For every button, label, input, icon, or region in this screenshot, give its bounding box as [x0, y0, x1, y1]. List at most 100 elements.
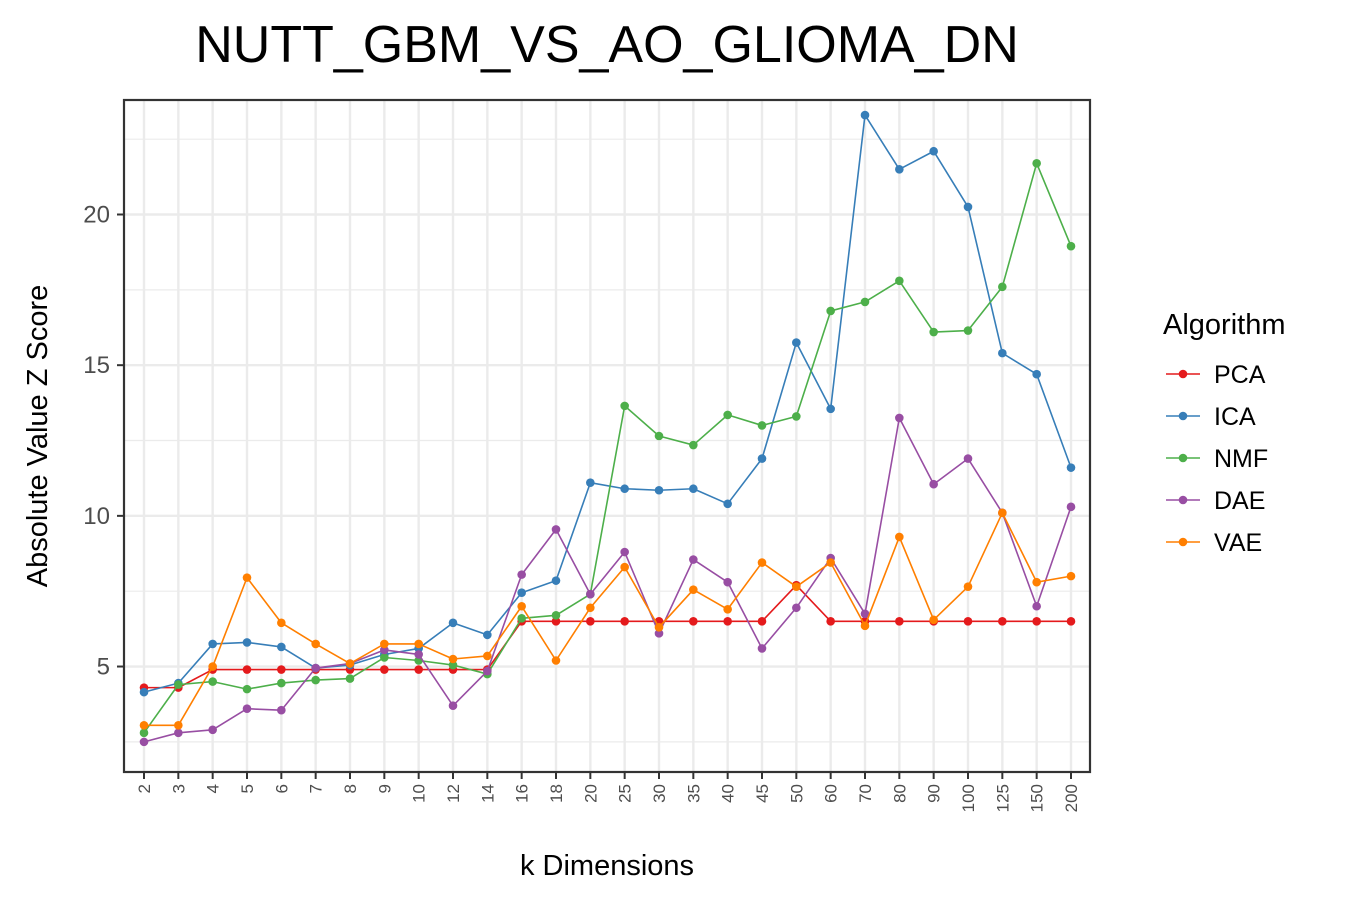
- data-point-dae: [654, 629, 664, 638]
- data-point-pca: [895, 617, 904, 626]
- data-point-dae: [586, 589, 595, 599]
- data-point-ica: [586, 478, 595, 488]
- data-point-dae: [139, 737, 149, 747]
- data-point-ica: [483, 630, 492, 640]
- series-line-nmf: [143, 162, 1072, 734]
- data-point-dae: [380, 645, 389, 655]
- data-point-nmf: [380, 653, 389, 662]
- data-point-pca: [277, 665, 286, 674]
- data-point-nmf: [551, 611, 561, 620]
- data-point-nmf: [860, 297, 870, 307]
- data-point-pca: [380, 665, 389, 674]
- legend-key-point: [1178, 369, 1188, 379]
- data-point-vae: [277, 618, 286, 628]
- data-point-dae: [208, 725, 217, 735]
- data-point-nmf: [242, 684, 252, 694]
- data-point-vae: [860, 621, 870, 631]
- y-tick-label: 15: [83, 352, 110, 379]
- data-point-nmf: [963, 326, 973, 335]
- data-point-ica: [1032, 369, 1041, 379]
- legend-item-pca: PCA: [1166, 361, 1266, 389]
- y-axis-title: Absolute Value Z Score: [22, 285, 54, 588]
- data-point-pca: [689, 617, 698, 626]
- x-tick-label: 10: [410, 784, 429, 803]
- data-point-ica: [757, 454, 767, 463]
- series-line-ica: [143, 114, 1072, 693]
- data-point-nmf: [277, 678, 286, 688]
- data-point-dae: [689, 555, 698, 564]
- data-point-dae: [311, 663, 320, 673]
- legend-label: ICA: [1214, 403, 1256, 431]
- data-point-vae: [620, 562, 629, 572]
- x-tick-label: 40: [719, 784, 738, 803]
- data-point-pca: [586, 617, 595, 626]
- data-point-ica: [895, 165, 904, 174]
- x-tick-label: 2: [135, 784, 154, 793]
- x-tick-label: 18: [547, 784, 566, 803]
- legend-label: DAE: [1214, 487, 1265, 515]
- data-point-nmf: [792, 412, 801, 421]
- data-point-nmf: [654, 431, 664, 441]
- legend-key-point: [1178, 411, 1188, 421]
- x-tick-label: 125: [993, 784, 1012, 812]
- y-tick-label: 20: [83, 202, 110, 229]
- x-tick-label: 4: [204, 784, 223, 793]
- x-tick-label: 16: [513, 784, 532, 803]
- data-point-ica: [277, 642, 286, 652]
- legend-item-vae: VAE: [1166, 529, 1262, 557]
- legend-key-point: [1178, 537, 1188, 547]
- data-point-vae: [345, 659, 355, 668]
- data-point-nmf: [826, 306, 835, 316]
- data-point-nmf: [448, 660, 458, 670]
- data-point-dae: [757, 644, 767, 653]
- legend-key-point: [1178, 453, 1188, 463]
- legend-key-point: [1178, 495, 1188, 505]
- data-point-vae: [1032, 577, 1041, 587]
- series-line-dae: [143, 417, 1072, 743]
- data-point-dae: [448, 701, 458, 711]
- data-point-vae: [963, 582, 973, 591]
- x-tick-label: 60: [822, 784, 841, 803]
- legend-item-dae: DAE: [1166, 487, 1265, 515]
- data-point-pca: [826, 617, 835, 626]
- legend-title: Algorithm: [1163, 309, 1286, 341]
- data-point-pca: [757, 617, 767, 626]
- y-tick-label: 10: [83, 503, 110, 530]
- data-point-pca: [963, 617, 973, 626]
- series-line-vae: [144, 512, 1072, 727]
- data-point-pca: [551, 617, 561, 626]
- data-point-vae: [586, 603, 595, 613]
- data-point-dae: [895, 413, 904, 423]
- data-point-vae: [517, 601, 526, 611]
- data-point-dae: [1032, 601, 1041, 611]
- data-point-pca: [242, 665, 252, 674]
- data-point-nmf: [311, 675, 320, 685]
- data-point-nmf: [517, 614, 526, 623]
- data-point-dae: [723, 577, 732, 587]
- data-point-ica: [1066, 463, 1076, 472]
- legend-item-ica: ICA: [1166, 403, 1256, 431]
- data-point-ica: [792, 338, 801, 347]
- data-point-vae: [414, 639, 423, 649]
- data-point-vae: [689, 585, 698, 594]
- x-tick-label: 150: [1028, 784, 1047, 812]
- data-point-vae: [757, 558, 767, 567]
- data-point-ica: [723, 499, 732, 509]
- data-point-vae: [139, 720, 149, 730]
- x-tick-label: 8: [341, 784, 360, 793]
- data-point-vae: [174, 720, 183, 730]
- x-tick-label: 20: [581, 784, 600, 803]
- legend-item-nmf: NMF: [1166, 445, 1268, 473]
- data-point-vae: [208, 662, 217, 671]
- data-point-vae: [654, 623, 664, 632]
- x-tick-label: 30: [650, 784, 669, 803]
- data-point-ica: [517, 588, 526, 597]
- data-point-vae: [551, 656, 561, 665]
- x-tick-label: 12: [444, 784, 463, 803]
- data-point-nmf: [757, 421, 767, 430]
- data-point-pca: [998, 617, 1007, 626]
- x-tick-label: 45: [753, 784, 772, 803]
- data-point-nmf: [1032, 158, 1041, 168]
- data-point-pca: [1032, 617, 1041, 626]
- x-tick-label: 80: [890, 784, 909, 803]
